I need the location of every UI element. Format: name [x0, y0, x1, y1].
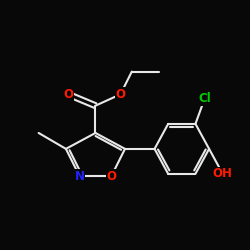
Text: O: O [106, 170, 116, 183]
Text: Cl: Cl [198, 92, 211, 105]
Text: O: O [116, 88, 126, 101]
Text: N: N [74, 170, 85, 183]
Text: OH: OH [213, 167, 233, 180]
Text: O: O [63, 88, 73, 101]
